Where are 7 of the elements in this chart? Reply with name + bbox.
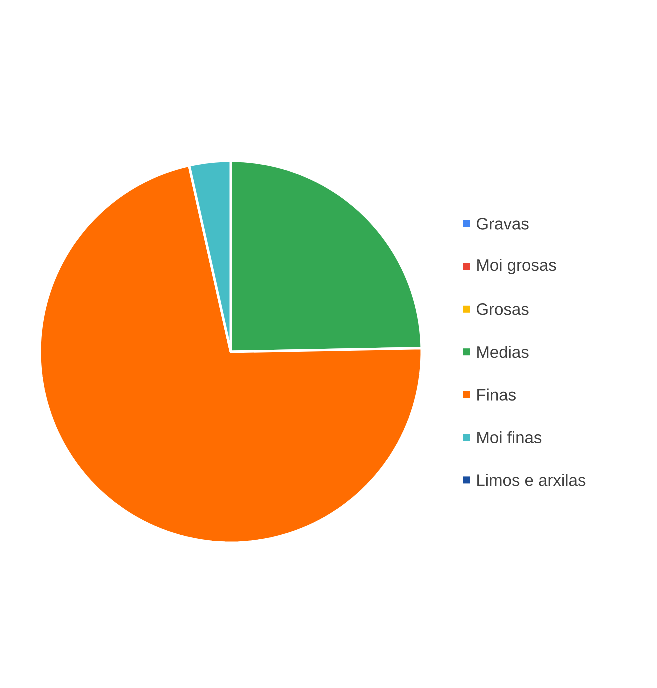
legend-label: Medias <box>478 346 529 358</box>
legend-label: Moi grosas <box>478 259 556 274</box>
legend-label: Gravas <box>477 218 529 230</box>
legend-label: Limos e arxilas <box>478 474 586 486</box>
legend-label: Moi finas <box>478 431 542 444</box>
legend-label: Grosas <box>477 304 529 316</box>
legend-label: Finas <box>478 388 516 401</box>
